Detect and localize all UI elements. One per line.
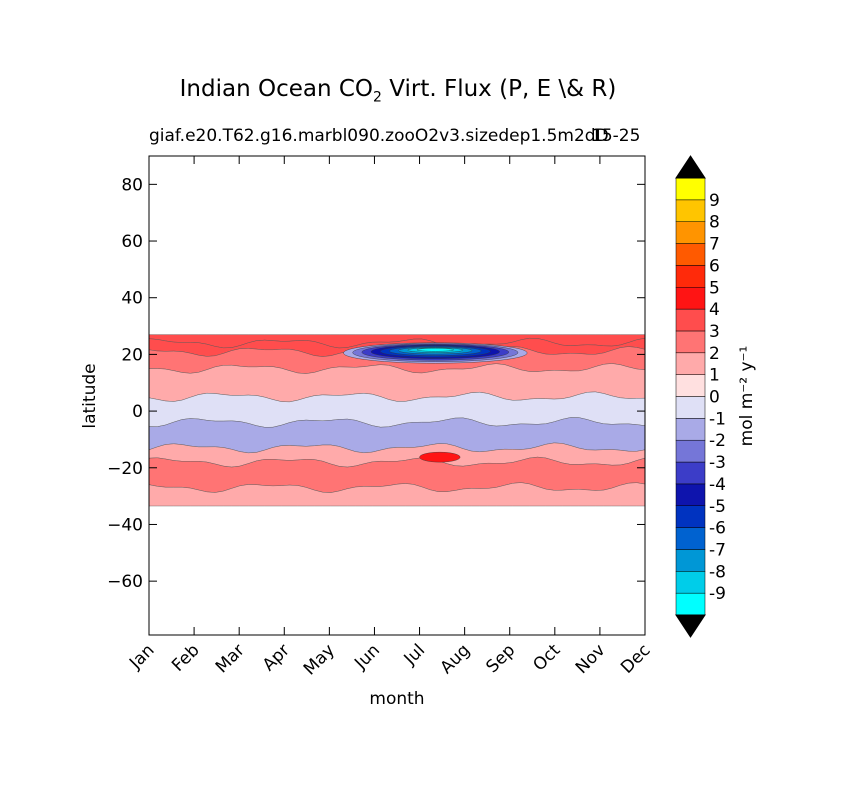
colorbar-tick-label: -3 xyxy=(709,453,726,473)
y-axis-label: latitude xyxy=(80,363,100,428)
colorbar-tick-label: 3 xyxy=(709,322,720,342)
y-tick-label: −20 xyxy=(107,459,143,479)
y-tick-label: −40 xyxy=(107,515,143,535)
colorbar-segment xyxy=(675,396,706,419)
colorbar-segment xyxy=(675,505,706,528)
colorbar-segment xyxy=(675,221,706,244)
colorbar-tick-label: 9 xyxy=(709,191,720,211)
colorbar-segment xyxy=(675,374,706,397)
y-axis: 80 60 40 20 0 −20 −40 −60 xyxy=(107,175,645,592)
x-tick-label: Jul xyxy=(400,640,429,669)
colorbar-segment xyxy=(675,330,706,354)
band-south-edge xyxy=(149,482,645,507)
colorbar-tick-label: 6 xyxy=(709,256,720,276)
colorbar-segment xyxy=(675,243,706,266)
colorbar-tick-label: 4 xyxy=(709,300,720,320)
x-tick-label: Oct xyxy=(529,640,564,675)
colorbar-segment xyxy=(675,199,706,222)
x-tick-label: Apr xyxy=(259,640,294,675)
x-tick-label: Aug xyxy=(437,640,475,678)
chart-title: Indian Ocean CO2 Virt. Flux (P, E \& R) xyxy=(179,76,617,106)
x-tick-label: Sep xyxy=(482,640,519,677)
colorbar-segment xyxy=(675,287,706,310)
y-tick-label: −60 xyxy=(107,572,143,592)
colorbar-segment xyxy=(675,549,706,572)
colorbar-segment xyxy=(675,439,706,463)
colorbar-segment xyxy=(675,352,706,375)
colorbar-tick-label: -1 xyxy=(709,409,726,429)
colorbar-segment xyxy=(675,177,706,201)
x-tick-label: May xyxy=(300,640,339,679)
y-tick-label: 20 xyxy=(121,345,143,365)
colorbar-segment xyxy=(675,418,706,441)
colorbar-tick-label: -5 xyxy=(709,497,726,517)
chart-subtitle: giaf.e20.T62.g16.marbl090.zooO2v3.sizede… xyxy=(149,126,609,146)
colorbar-extend-top xyxy=(675,155,706,179)
x-tick-label: Jun xyxy=(350,640,384,674)
colorbar-tick-label: 5 xyxy=(709,278,720,298)
colorbar-extend-bottom xyxy=(675,614,706,638)
x-axis-label: month xyxy=(369,689,424,709)
colorbar-segment xyxy=(675,483,706,506)
x-tick-label: Dec xyxy=(617,640,654,677)
y-tick-label: 0 xyxy=(132,402,143,422)
y-tick-label: 80 xyxy=(121,175,143,195)
x-tick-label: Feb xyxy=(168,640,203,675)
subtropical-max-patch xyxy=(419,451,461,463)
colorbar-tick-label: -6 xyxy=(709,519,726,539)
colorbar-tick-label: -8 xyxy=(709,562,726,582)
colorbar-tick-label: -4 xyxy=(709,475,726,495)
colorbar-tick-label: -2 xyxy=(709,431,726,451)
colorbar-segment xyxy=(675,308,706,332)
colorbar-tick-label: 1 xyxy=(709,366,720,386)
x-tick-label: Jan xyxy=(125,640,158,673)
colorbar-tick-label: -9 xyxy=(709,584,726,604)
colorbar-tick-label: 8 xyxy=(709,213,720,233)
colorbar-segment xyxy=(675,592,706,616)
colorbar-tick-label: 2 xyxy=(709,344,720,364)
colorbar-tick-label: -7 xyxy=(709,540,726,560)
colorbar-segment xyxy=(675,571,706,594)
colorbar-segment xyxy=(675,461,706,485)
colorbar-segment xyxy=(675,265,706,288)
plot-frame xyxy=(148,155,646,636)
y-tick-label: 40 xyxy=(121,289,143,309)
contour-field xyxy=(149,334,645,507)
colorbar-segment xyxy=(675,527,706,550)
colorbar-tick-label: 7 xyxy=(709,235,720,255)
colorbar-label: mol m⁻² y⁻¹ xyxy=(737,346,757,447)
colorbar-tick-label: 0 xyxy=(709,388,720,408)
x-tick-label: Nov xyxy=(572,640,610,678)
chart-subtitle-right: 15-25 xyxy=(591,126,641,146)
x-tick-label: Mar xyxy=(212,640,249,677)
core-level-9 xyxy=(416,348,454,352)
y-tick-label: 60 xyxy=(121,232,143,252)
